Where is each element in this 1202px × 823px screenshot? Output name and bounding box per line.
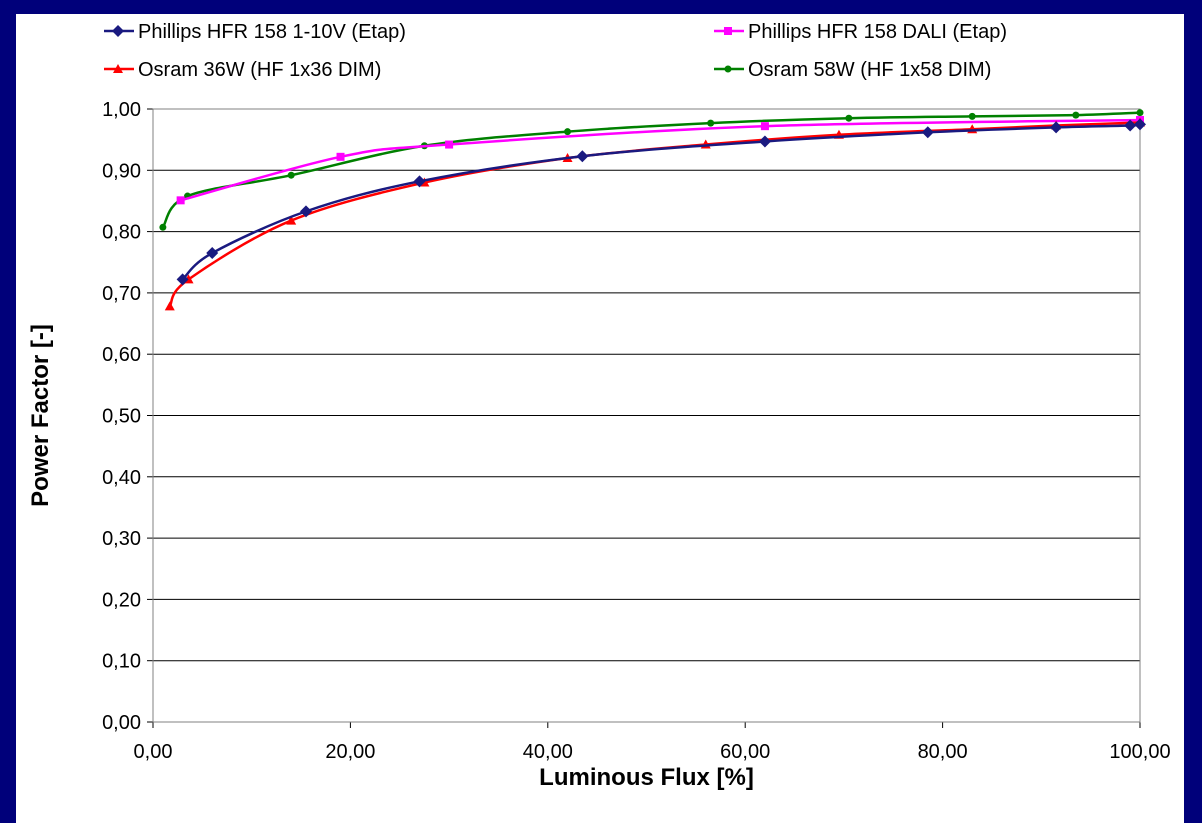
y-tick-label-2: 0,20: [102, 589, 141, 611]
series-0-point-4: [576, 150, 589, 163]
series-0-point-6: [921, 126, 934, 139]
series-3-point-0: [159, 223, 167, 231]
legend-entry-1: Phillips HFR 158 DALI (Etap): [714, 21, 1007, 43]
x-axis-title: Luminous Flux [%]: [539, 764, 754, 791]
legend-marker-2: [113, 64, 123, 73]
series-0-point-3: [413, 175, 426, 188]
series-lines: [159, 109, 1146, 311]
y-tick-label-4: 0,40: [102, 467, 141, 489]
legend: Phillips HFR 158 1-10V (Etap) Phillips HF…: [104, 21, 1007, 81]
series-0-point-5: [758, 135, 771, 148]
legend-marker-1: [724, 27, 732, 35]
x-tick-labels: 0,00 20,00 40,00 60,00 80,00 100,00: [134, 741, 1171, 763]
series-1-point-1: [336, 152, 345, 161]
series-2-point-0: [164, 301, 175, 311]
x-tick-label-1: 20,00: [325, 741, 375, 763]
y-tick-label-6: 0,60: [102, 344, 141, 366]
series-3-point-7: [968, 112, 976, 120]
series-3-point-6: [845, 114, 853, 122]
y-tick-labels: 0,00 0,10 0,20 0,30 0,40 0,50 0,60 0,70 0,80 0,90…: [102, 99, 141, 734]
series-2-point-2: [286, 215, 297, 225]
series-0-point-0: [176, 273, 189, 286]
legend-entry-0: Phillips HFR 158 1-10V (Etap): [104, 21, 406, 43]
legend-label-2: Osram 36W (HF 1x36 DIM): [138, 59, 381, 81]
series-1-point-0: [176, 196, 185, 205]
series-3-point-5: [707, 119, 715, 127]
x-tick-label-2: 40,00: [523, 741, 573, 763]
legend-marker-0: [112, 25, 124, 37]
y-axis-title: Power Factor [-]: [27, 324, 54, 507]
series-1-point-3: [760, 122, 769, 131]
gridlines: [147, 108, 1141, 728]
legend-entry-2: Osram 36W (HF 1x36 DIM): [104, 59, 381, 81]
legend-marker-3: [724, 65, 732, 73]
y-tick-label-9: 0,90: [102, 160, 141, 182]
y-tick-label-5: 0,50: [102, 406, 141, 428]
series-0-point-9: [1134, 118, 1146, 131]
x-tick-label-4: 80,00: [918, 741, 968, 763]
y-tick-label-8: 0,80: [102, 222, 141, 244]
legend-entry-3: Osram 58W (HF 1x58 DIM): [714, 59, 991, 81]
x-tick-label-5: 100,00: [1109, 741, 1170, 763]
series-3-point-2: [287, 171, 295, 179]
series-0: [176, 118, 1146, 286]
series-line-1: [180, 118, 1141, 202]
legend-label-0: Phillips HFR 158 1-10V (Etap): [138, 21, 406, 43]
series-line-3: [161, 111, 1141, 229]
series-3-point-4: [564, 128, 572, 136]
plot-border: [152, 108, 1141, 723]
y-tick-label-1: 0,10: [102, 651, 141, 673]
y-tick-label-10: 1,00: [102, 99, 141, 121]
series-3-point-8: [1072, 111, 1080, 119]
series-0-point-1: [206, 247, 219, 260]
x-tick-label-0: 0,00: [134, 741, 173, 763]
series-0-point-2: [299, 205, 312, 218]
series-3: [159, 109, 1144, 231]
x-tick-label-3: 60,00: [720, 741, 770, 763]
series-2: [164, 117, 1145, 311]
series-0-point-8: [1124, 119, 1137, 132]
series-3-point-9: [1136, 109, 1144, 117]
legend-label-3: Osram 58W (HF 1x58 DIM): [748, 59, 991, 81]
legend-label-1: Phillips HFR 158 DALI (Etap): [748, 21, 1007, 43]
y-tick-label-7: 0,70: [102, 283, 141, 305]
y-tick-label-3: 0,30: [102, 528, 141, 550]
series-1-point-2: [445, 140, 454, 149]
y-tick-label-0: 0,00: [102, 712, 141, 734]
chart-area: [16, 14, 1184, 823]
series-0-point-7: [1050, 121, 1063, 134]
